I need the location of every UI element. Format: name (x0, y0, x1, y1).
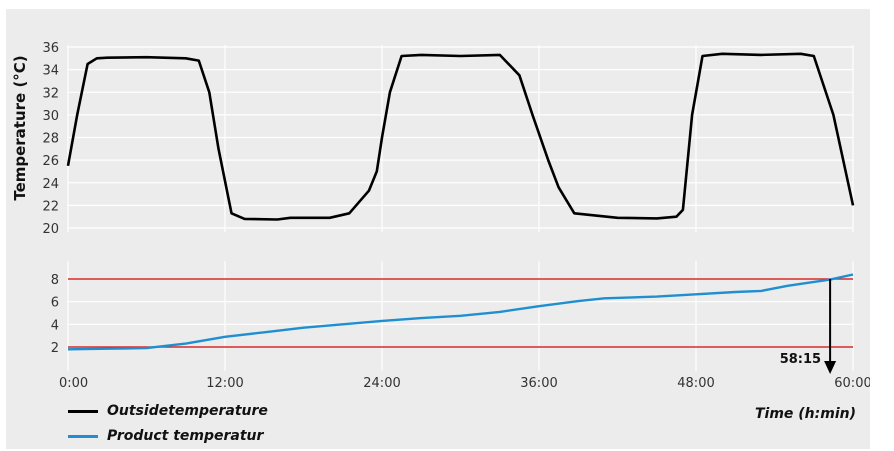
x-tick-label: 12:00 (206, 376, 243, 391)
bottom-y-tick-label: 8 (51, 273, 59, 288)
legend-label-product: Product temperatur (107, 428, 264, 444)
x-tick-labels: 0:00 12:00 24:00 36:00 48:00 60:00 (59, 376, 870, 391)
top-y-tick-label: 24 (42, 177, 59, 192)
x-tick-label: 60:00 (834, 376, 870, 391)
legend-item-outside: Outsidetemperature (68, 401, 468, 421)
bottom-y-tick-labels: 2 4 6 8 (51, 273, 59, 356)
x-tick-label: 24:00 (363, 376, 400, 391)
y-axis-label: Temperature (°C) (11, 55, 29, 200)
threshold-lines (68, 278, 853, 348)
top-y-tick-label: 20 (42, 222, 59, 237)
threshold-crossing-annotation: 58:15 (780, 279, 837, 374)
x-tick-label: 0:00 (59, 376, 88, 391)
legend-label-outside: Outsidetemperature (107, 403, 268, 419)
outside-temperature-line (66, 52, 855, 221)
top-y-tick-label: 22 (42, 199, 59, 214)
bottom-y-tick-label: 2 (51, 341, 59, 356)
top-gridlines (68, 46, 853, 229)
product-temperature-line (67, 273, 854, 351)
top-y-tick-label: 26 (42, 154, 59, 169)
annotation-arrow-head (824, 361, 837, 374)
bottom-y-tick-label: 6 (51, 296, 59, 311)
top-y-tick-label: 28 (42, 132, 59, 147)
bottom-gridlines (68, 278, 853, 348)
annotation-label: 58:15 (780, 352, 821, 367)
top-y-tick-label: 32 (42, 86, 59, 101)
x-tick-label: 36:00 (520, 376, 557, 391)
vertical-gridlines (67, 45, 854, 371)
top-y-tick-label: 30 (42, 109, 59, 124)
top-y-tick-label: 34 (42, 64, 59, 79)
legend-item-product: Product temperatur (68, 426, 468, 446)
top-y-tick-labels: 20 22 24 26 28 30 32 34 36 (42, 41, 59, 237)
legend-swatch-product (68, 434, 98, 438)
x-tick-label: 48:00 (677, 376, 714, 391)
top-y-tick-label: 36 (42, 41, 59, 56)
legend-swatch-outside (68, 409, 98, 413)
bottom-y-tick-label: 4 (51, 318, 59, 333)
x-axis-label: Time (h:min) (755, 406, 856, 422)
